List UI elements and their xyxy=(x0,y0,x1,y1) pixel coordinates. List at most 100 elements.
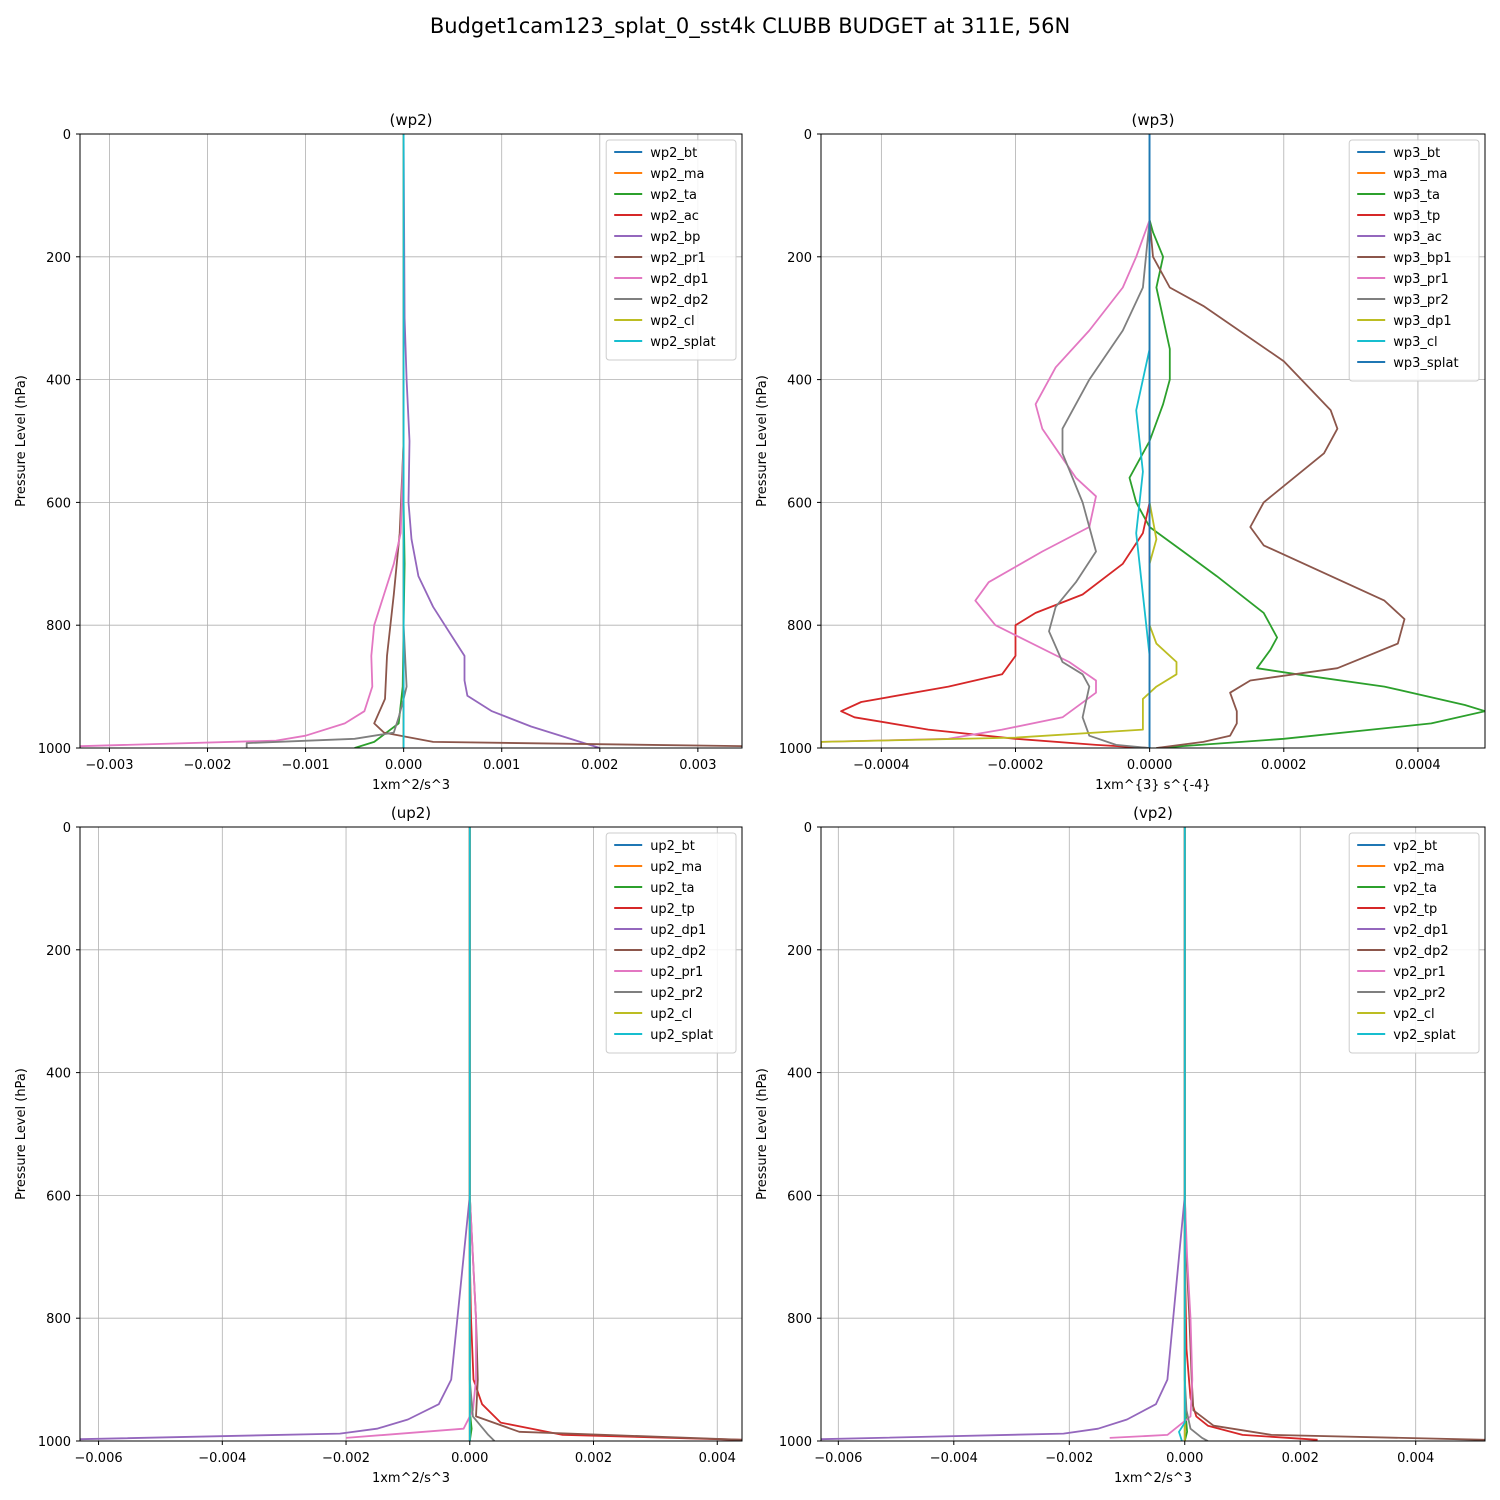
series-line-wp2_ta xyxy=(354,134,406,748)
axes-frame xyxy=(820,826,1486,1442)
series-line-wp3_pr1 xyxy=(821,219,1151,748)
subplot-1: −0.003 −0.002 −0.001 0.000 0.001 0.002 0.003 0 2… xyxy=(14,111,743,793)
legend-entry: wp3_splat xyxy=(1393,356,1458,371)
subplot-4: −0.006 −0.004 −0.002 0.000 0.002 0.004 0 200 400… xyxy=(755,804,1486,1486)
y-axis-label: Pressure Level (hPa) xyxy=(755,1068,770,1200)
legend-entry: wp2_bp xyxy=(650,230,700,245)
x-axis-label: 1xm^2/s^3 xyxy=(372,778,450,793)
x-tick-label: 0.000 xyxy=(451,1451,488,1466)
x-tick-label: −0.002 xyxy=(322,1451,370,1466)
x-tick-label: −0.002 xyxy=(183,758,231,773)
subplot-title: (vp2) xyxy=(1133,804,1173,822)
y-tick-label: 800 xyxy=(787,619,812,634)
x-tick-label: −0.003 xyxy=(85,758,133,773)
y-tick-label: 400 xyxy=(46,1067,71,1082)
legend-entry: vp2_ta xyxy=(1393,881,1437,896)
y-tick-label: 600 xyxy=(787,496,812,511)
y-tick-label: 1000 xyxy=(779,742,812,757)
legend-entry: wp2_ma xyxy=(650,167,704,182)
legend: wp3_bt wp3_ma wp3_ta wp3_tp wp3_ac wp3_bp1 wp3… xyxy=(1348,139,1480,382)
x-tick-label: −0.0004 xyxy=(853,758,909,773)
series-line-up2_pr1 xyxy=(345,827,477,1439)
series-line-wp2_dp1 xyxy=(80,134,405,748)
legend-entry: wp3_pr2 xyxy=(1393,293,1449,308)
series-line-wp2_bp xyxy=(402,134,601,748)
legend-entry: wp2_cl xyxy=(650,314,694,329)
y-tick-label: 400 xyxy=(46,374,71,389)
axes-frame xyxy=(79,826,743,1442)
subplot-3: −0.006 −0.004 −0.002 0.000 0.002 0.004 0 200 400… xyxy=(14,804,743,1486)
x-axis-label: 1xm^{3} s^{-4} xyxy=(1095,778,1211,793)
series-line-up2_dp1 xyxy=(80,827,471,1441)
series-group xyxy=(80,134,742,748)
legend: wp2_bt wp2_ma wp2_ta wp2_ac wp2_bp wp2_pr1 wp2… xyxy=(605,139,737,361)
legend-entry: up2_dp2 xyxy=(650,944,706,959)
series-line-wp3_pr2 xyxy=(1048,219,1151,748)
y-tick-label: 600 xyxy=(46,496,71,511)
legend-entry: wp2_dp2 xyxy=(650,293,708,308)
y-axis-label: Pressure Level (hPa) xyxy=(14,375,29,507)
y-tick-label: 200 xyxy=(46,944,71,959)
y-axis-label: Pressure Level (hPa) xyxy=(14,1068,29,1200)
series-line-wp2_dp2 xyxy=(245,134,408,748)
y-tick-label: 1000 xyxy=(38,1435,71,1450)
legend: vp2_bt vp2_ma vp2_ta vp2_tp vp2_dp1 vp2_dp2vp… xyxy=(1348,832,1480,1054)
x-tick-label: 0.003 xyxy=(679,758,716,773)
x-tick-label: 0.001 xyxy=(483,758,520,773)
legend-entry: up2_cl xyxy=(650,1007,692,1022)
y-tick-label: 800 xyxy=(787,1312,812,1327)
subplot-title: (up2) xyxy=(391,804,431,822)
y-tick-label: 800 xyxy=(46,619,71,634)
y-tick-label: 200 xyxy=(787,251,812,266)
legend-entry: wp2_splat xyxy=(650,335,715,350)
legend-entry: wp3_ta xyxy=(1393,188,1440,203)
legend-entry: up2_ma xyxy=(650,860,702,875)
legend-entry: wp2_bt xyxy=(650,146,697,161)
series-line-up2_pr2 xyxy=(468,827,496,1441)
legend-entry: wp3_bp1 xyxy=(1393,251,1451,266)
series-group xyxy=(821,134,1485,748)
legend-entry: vp2_cl xyxy=(1393,1007,1434,1022)
y-tick-label: 0 xyxy=(63,128,71,143)
x-tick-label: 0.0000 xyxy=(1127,758,1173,773)
legend-entry: wp3_bt xyxy=(1393,146,1440,161)
legend-entry: wp3_ac xyxy=(1393,230,1442,245)
x-tick-label: 0.0002 xyxy=(1261,758,1307,773)
legend-entry: vp2_pr2 xyxy=(1393,986,1446,1001)
legend-entry: up2_bt xyxy=(650,839,695,854)
legend-entry: vp2_bt xyxy=(1393,839,1437,854)
y-tick-label: 400 xyxy=(787,374,812,389)
x-tick-label: 0.002 xyxy=(1282,1451,1319,1466)
series-line-vp2_pr1 xyxy=(1109,827,1194,1439)
x-axis-label: 1xm^2/s^3 xyxy=(372,1471,450,1486)
series-group xyxy=(80,827,742,1441)
subplot-title: (wp3) xyxy=(1131,111,1174,129)
legend-entry: up2_pr1 xyxy=(650,965,703,980)
legend-entry: up2_pr2 xyxy=(650,986,703,1001)
x-axis-label: 1xm^2/s^3 xyxy=(1114,1471,1192,1486)
series-line-wp3_cl xyxy=(1135,134,1151,748)
subplot-title: (wp2) xyxy=(389,111,432,129)
x-tick-label: −0.001 xyxy=(282,758,330,773)
legend-entry: wp2_ac xyxy=(650,209,699,224)
legend-entry: wp3_cl xyxy=(1393,335,1437,350)
series-line-vp2_tp xyxy=(1183,827,1318,1441)
x-tick-label: 0.0004 xyxy=(1395,758,1441,773)
legend-entry: vp2_splat xyxy=(1393,1028,1455,1043)
legend-entry: vp2_tp xyxy=(1393,902,1437,917)
x-tick-label: 0.000 xyxy=(1166,1451,1203,1466)
x-tick-label: 0.002 xyxy=(581,758,618,773)
legend-entry: wp3_dp1 xyxy=(1393,314,1451,329)
y-axis-label: Pressure Level (hPa) xyxy=(755,375,770,507)
legend-entry: up2_splat xyxy=(650,1028,713,1043)
x-tick-label: 0.000 xyxy=(385,758,422,773)
x-tick-label: −0.004 xyxy=(198,1451,246,1466)
x-tick-label: −0.004 xyxy=(930,1451,978,1466)
y-tick-label: 400 xyxy=(787,1067,812,1082)
series-line-wp3_ta xyxy=(1128,219,1485,748)
y-tick-label: 0 xyxy=(804,821,812,836)
subplot-2: −0.0004 −0.0002 0.0000 0.0002 0.0004 0 200 400 6… xyxy=(755,111,1486,793)
y-tick-label: 200 xyxy=(787,944,812,959)
y-tick-label: 1000 xyxy=(38,742,71,757)
